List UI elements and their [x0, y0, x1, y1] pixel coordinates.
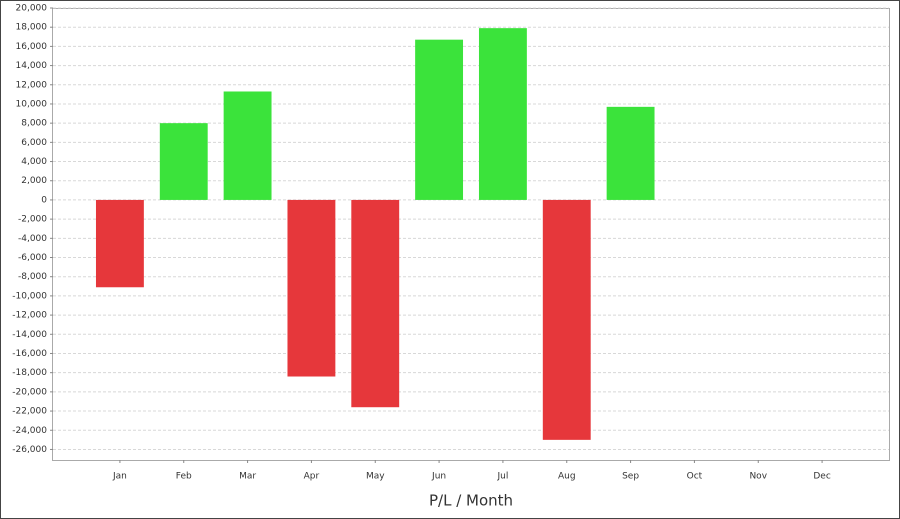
y-tick-label: 4,000	[21, 157, 47, 167]
x-tick-label: Jan	[112, 472, 127, 482]
x-tick-label: May	[366, 472, 385, 482]
y-tick-label: 18,000	[16, 23, 48, 33]
x-tick-label: Nov	[749, 472, 767, 482]
x-tick-label: Feb	[176, 472, 192, 482]
y-tick-label: 12,000	[16, 80, 48, 90]
bar	[159, 123, 208, 200]
y-tick-label: -12,000	[12, 311, 47, 321]
bar	[223, 91, 272, 200]
x-tick-label: Apr	[304, 472, 320, 482]
bar	[95, 199, 144, 288]
y-tick-label: -22,000	[12, 407, 47, 417]
bar	[351, 199, 400, 408]
bar	[415, 39, 464, 200]
y-tick-label: 6,000	[21, 138, 47, 148]
x-tick-label: Mar	[239, 472, 256, 482]
x-tick-label: Oct	[687, 472, 703, 482]
bar	[287, 199, 336, 377]
y-tick-label: 20,000	[16, 4, 48, 14]
y-tick-label: -4,000	[18, 234, 47, 244]
y-tick-label: -16,000	[12, 349, 47, 359]
y-tick-label: -8,000	[18, 272, 47, 282]
y-tick-label: 0	[41, 195, 47, 205]
y-tick-label: -6,000	[18, 253, 47, 263]
y-tick-label: -24,000	[12, 426, 47, 436]
x-axis-label: P/L / Month	[429, 492, 513, 510]
y-tick-label: 10,000	[16, 99, 48, 109]
x-tick-label: Dec	[813, 472, 830, 482]
y-tick-label: -2,000	[18, 215, 47, 225]
x-tick-label: Sep	[622, 472, 639, 482]
y-tick-label: 2,000	[21, 176, 47, 186]
y-tick-label: 14,000	[16, 61, 48, 71]
x-tick-label: Aug	[558, 472, 576, 482]
y-tick-label: -10,000	[12, 291, 47, 301]
y-tick-label: -26,000	[12, 445, 47, 455]
y-tick-label: -14,000	[12, 330, 47, 340]
y-tick-label: 8,000	[21, 119, 47, 129]
y-tick-label: 16,000	[16, 42, 48, 52]
y-tick-label: -18,000	[12, 368, 47, 378]
y-tick-label: -20,000	[12, 387, 47, 397]
bar	[478, 28, 527, 200]
bar	[606, 106, 655, 200]
x-tick-label: Jun	[431, 472, 446, 482]
bar	[542, 199, 591, 440]
x-tick-label: Jul	[496, 472, 508, 482]
plot-area	[52, 8, 890, 461]
